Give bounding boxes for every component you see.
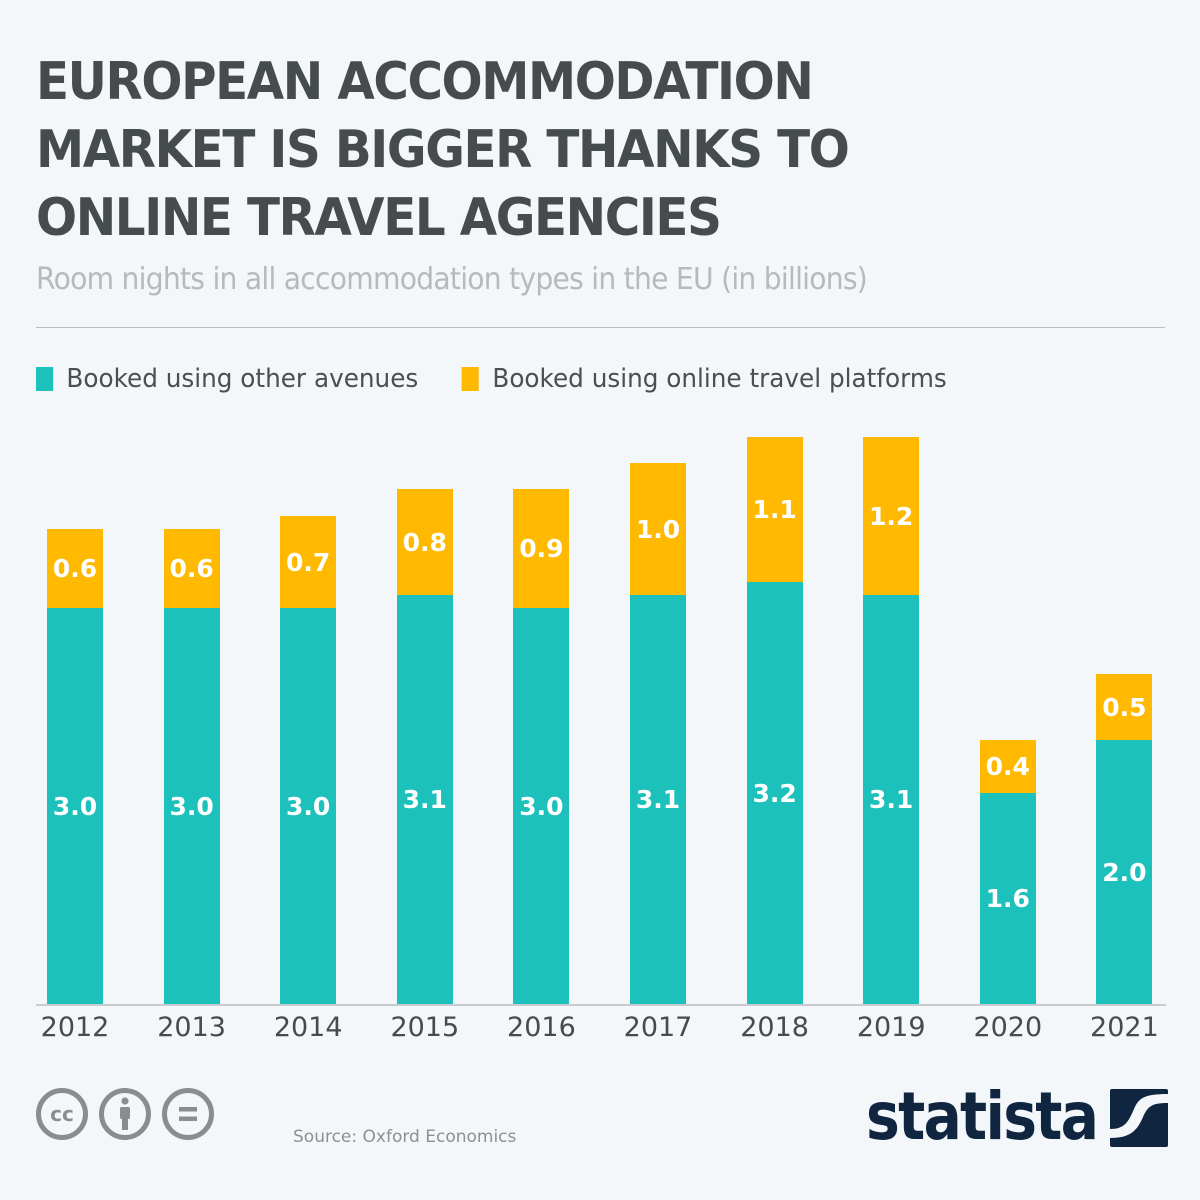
bar-segment-online-platforms: 0.6 (163, 529, 220, 608)
bar-value-label: 3.0 (519, 791, 564, 821)
x-axis-label: 2012 (40, 1012, 110, 1043)
logo-wordmark: statista (866, 1078, 1099, 1155)
chart-title: EUROPEAN ACCOMMODATION MARKET IS BIGGER … (36, 48, 1096, 252)
legend-item-other-avenues: Booked using other avenues (36, 364, 418, 394)
legend-label: Booked using online travel platforms (492, 364, 947, 394)
bar-value-label: 0.9 (519, 534, 564, 563)
license-icons: cc (36, 1088, 225, 1140)
bar-segment-other-avenues: 3.0 (47, 608, 103, 1004)
bar-value-label: 0.6 (169, 554, 214, 583)
bar-segment-other-avenues: 3.0 (280, 608, 337, 1004)
x-axis-line (36, 1004, 1166, 1006)
bar-value-label: 3.0 (286, 791, 331, 821)
bar-value-label: 0.6 (52, 554, 98, 583)
bar-segment-online-platforms: 0.8 (396, 489, 453, 595)
title-line-3: ONLINE TRAVEL AGENCIES (36, 188, 722, 248)
bar-value-label: 0.8 (402, 527, 447, 557)
bar-segment-online-platforms: 1.1 (746, 437, 803, 582)
legend-swatch-teal (36, 367, 54, 391)
bar-segment-other-avenues: 3.0 (513, 608, 570, 1004)
bar-segment-other-avenues: 2.0 (1096, 740, 1153, 1004)
x-axis-label: 2021 (1090, 1012, 1159, 1043)
x-axis-label: 2020 (973, 1012, 1043, 1043)
bar-value-label: 1.1 (752, 495, 797, 524)
bar-segment-other-avenues: 3.1 (863, 595, 920, 1004)
x-axis-label: 2019 (856, 1012, 926, 1043)
title-line-1: EUROPEAN ACCOMMODATION (36, 52, 814, 112)
legend-item-online-platforms: Booked using online travel platforms (461, 364, 947, 394)
bar-value-label: 3.1 (402, 785, 447, 814)
bar-segment-other-avenues: 3.2 (746, 582, 803, 1004)
bar-segment-other-avenues: 3.1 (630, 595, 686, 1004)
bar-segment-other-avenues: 3.1 (396, 595, 453, 1004)
chart-subtitle: Room nights in all accommodation types i… (36, 262, 868, 297)
bar-segment-online-platforms: 0.6 (47, 529, 103, 608)
x-axis-label: 2018 (740, 1012, 809, 1043)
bar-value-label: 3.1 (635, 785, 681, 814)
bar-segment-other-avenues: 3.0 (163, 608, 220, 1004)
attribution-icon (99, 1088, 151, 1140)
cc-icon: cc (36, 1088, 88, 1140)
legend-swatch-orange (461, 367, 480, 391)
bar-value-label: 0.7 (286, 547, 331, 577)
source-text: Source: Oxford Economics (293, 1127, 517, 1147)
bar-value-label: 2.0 (1102, 857, 1147, 887)
bar-value-label: 0.4 (985, 752, 1030, 781)
bar-value-label: 3.0 (52, 791, 98, 821)
header-divider (36, 327, 1165, 328)
statista-mark-icon (1110, 1089, 1168, 1147)
bar-segment-online-platforms: 0.7 (280, 516, 337, 608)
x-axis-label: 2014 (273, 1012, 343, 1043)
x-axis-label: 2015 (390, 1012, 460, 1043)
bar-value-label: 1.6 (985, 884, 1030, 913)
bar-segment-online-platforms: 0.9 (513, 489, 570, 608)
chart-legend: Booked using other avenues Booked using … (36, 364, 990, 394)
bar-segment-online-platforms: 1.0 (630, 463, 686, 595)
x-axis-label: 2016 (507, 1012, 576, 1043)
bar-segment-other-avenues: 1.6 (979, 793, 1036, 1004)
bar-value-label: 0.5 (1102, 692, 1147, 722)
legend-label: Booked using other avenues (66, 364, 419, 394)
bar-segment-online-platforms: 1.2 (863, 437, 920, 595)
bar-segment-online-platforms: 0.4 (979, 740, 1036, 793)
bar-value-label: 3.2 (752, 778, 797, 808)
statista-logo[interactable]: statista (866, 1078, 1168, 1155)
x-axis-label: 2013 (157, 1012, 226, 1043)
bar-value-label: 3.1 (869, 785, 914, 814)
bar-value-label: 1.2 (869, 501, 914, 531)
bar-value-label: 3.0 (169, 791, 214, 821)
x-axis-label: 2017 (623, 1012, 693, 1043)
bar-segment-online-platforms: 0.5 (1096, 674, 1153, 740)
title-line-2: MARKET IS BIGGER THANKS TO (36, 120, 850, 180)
bar-value-label: 1.0 (635, 514, 681, 544)
no-derivatives-icon (162, 1088, 214, 1140)
